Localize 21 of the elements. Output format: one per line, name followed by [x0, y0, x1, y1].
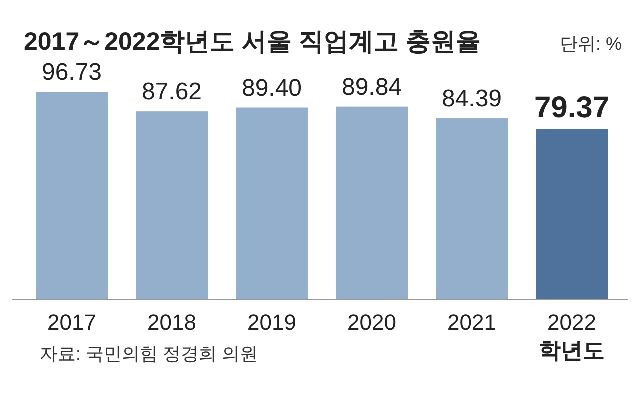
x-tick-label: 2020 — [348, 310, 396, 335]
bar — [36, 92, 108, 300]
x-tick-label: 2021 — [448, 310, 496, 335]
chart-title: 2017～2022학년도 서울 직업계고 충원율 — [24, 28, 482, 56]
data-label: 87.62 — [142, 78, 202, 106]
x-tick-label: 2018 — [148, 310, 196, 335]
bar — [536, 129, 608, 300]
data-label: 79.37 — [534, 91, 610, 124]
bar — [136, 112, 208, 300]
chart-subtitle: 단위: % — [560, 34, 622, 54]
bar — [236, 108, 308, 300]
data-label: 89.40 — [242, 74, 302, 102]
x-tick-label: 2019 — [248, 310, 296, 335]
text: 자료: 국민의힘 정경희 의원 — [40, 344, 258, 364]
bar — [336, 106, 408, 300]
data-label: 96.73 — [42, 59, 102, 86]
data-label: 84.39 — [442, 86, 502, 113]
x-tick-label: 2022 학년도 — [539, 310, 605, 363]
bar — [436, 118, 508, 300]
data-label: 89.84 — [342, 74, 402, 101]
x-tick-label: 2017 — [48, 310, 96, 335]
